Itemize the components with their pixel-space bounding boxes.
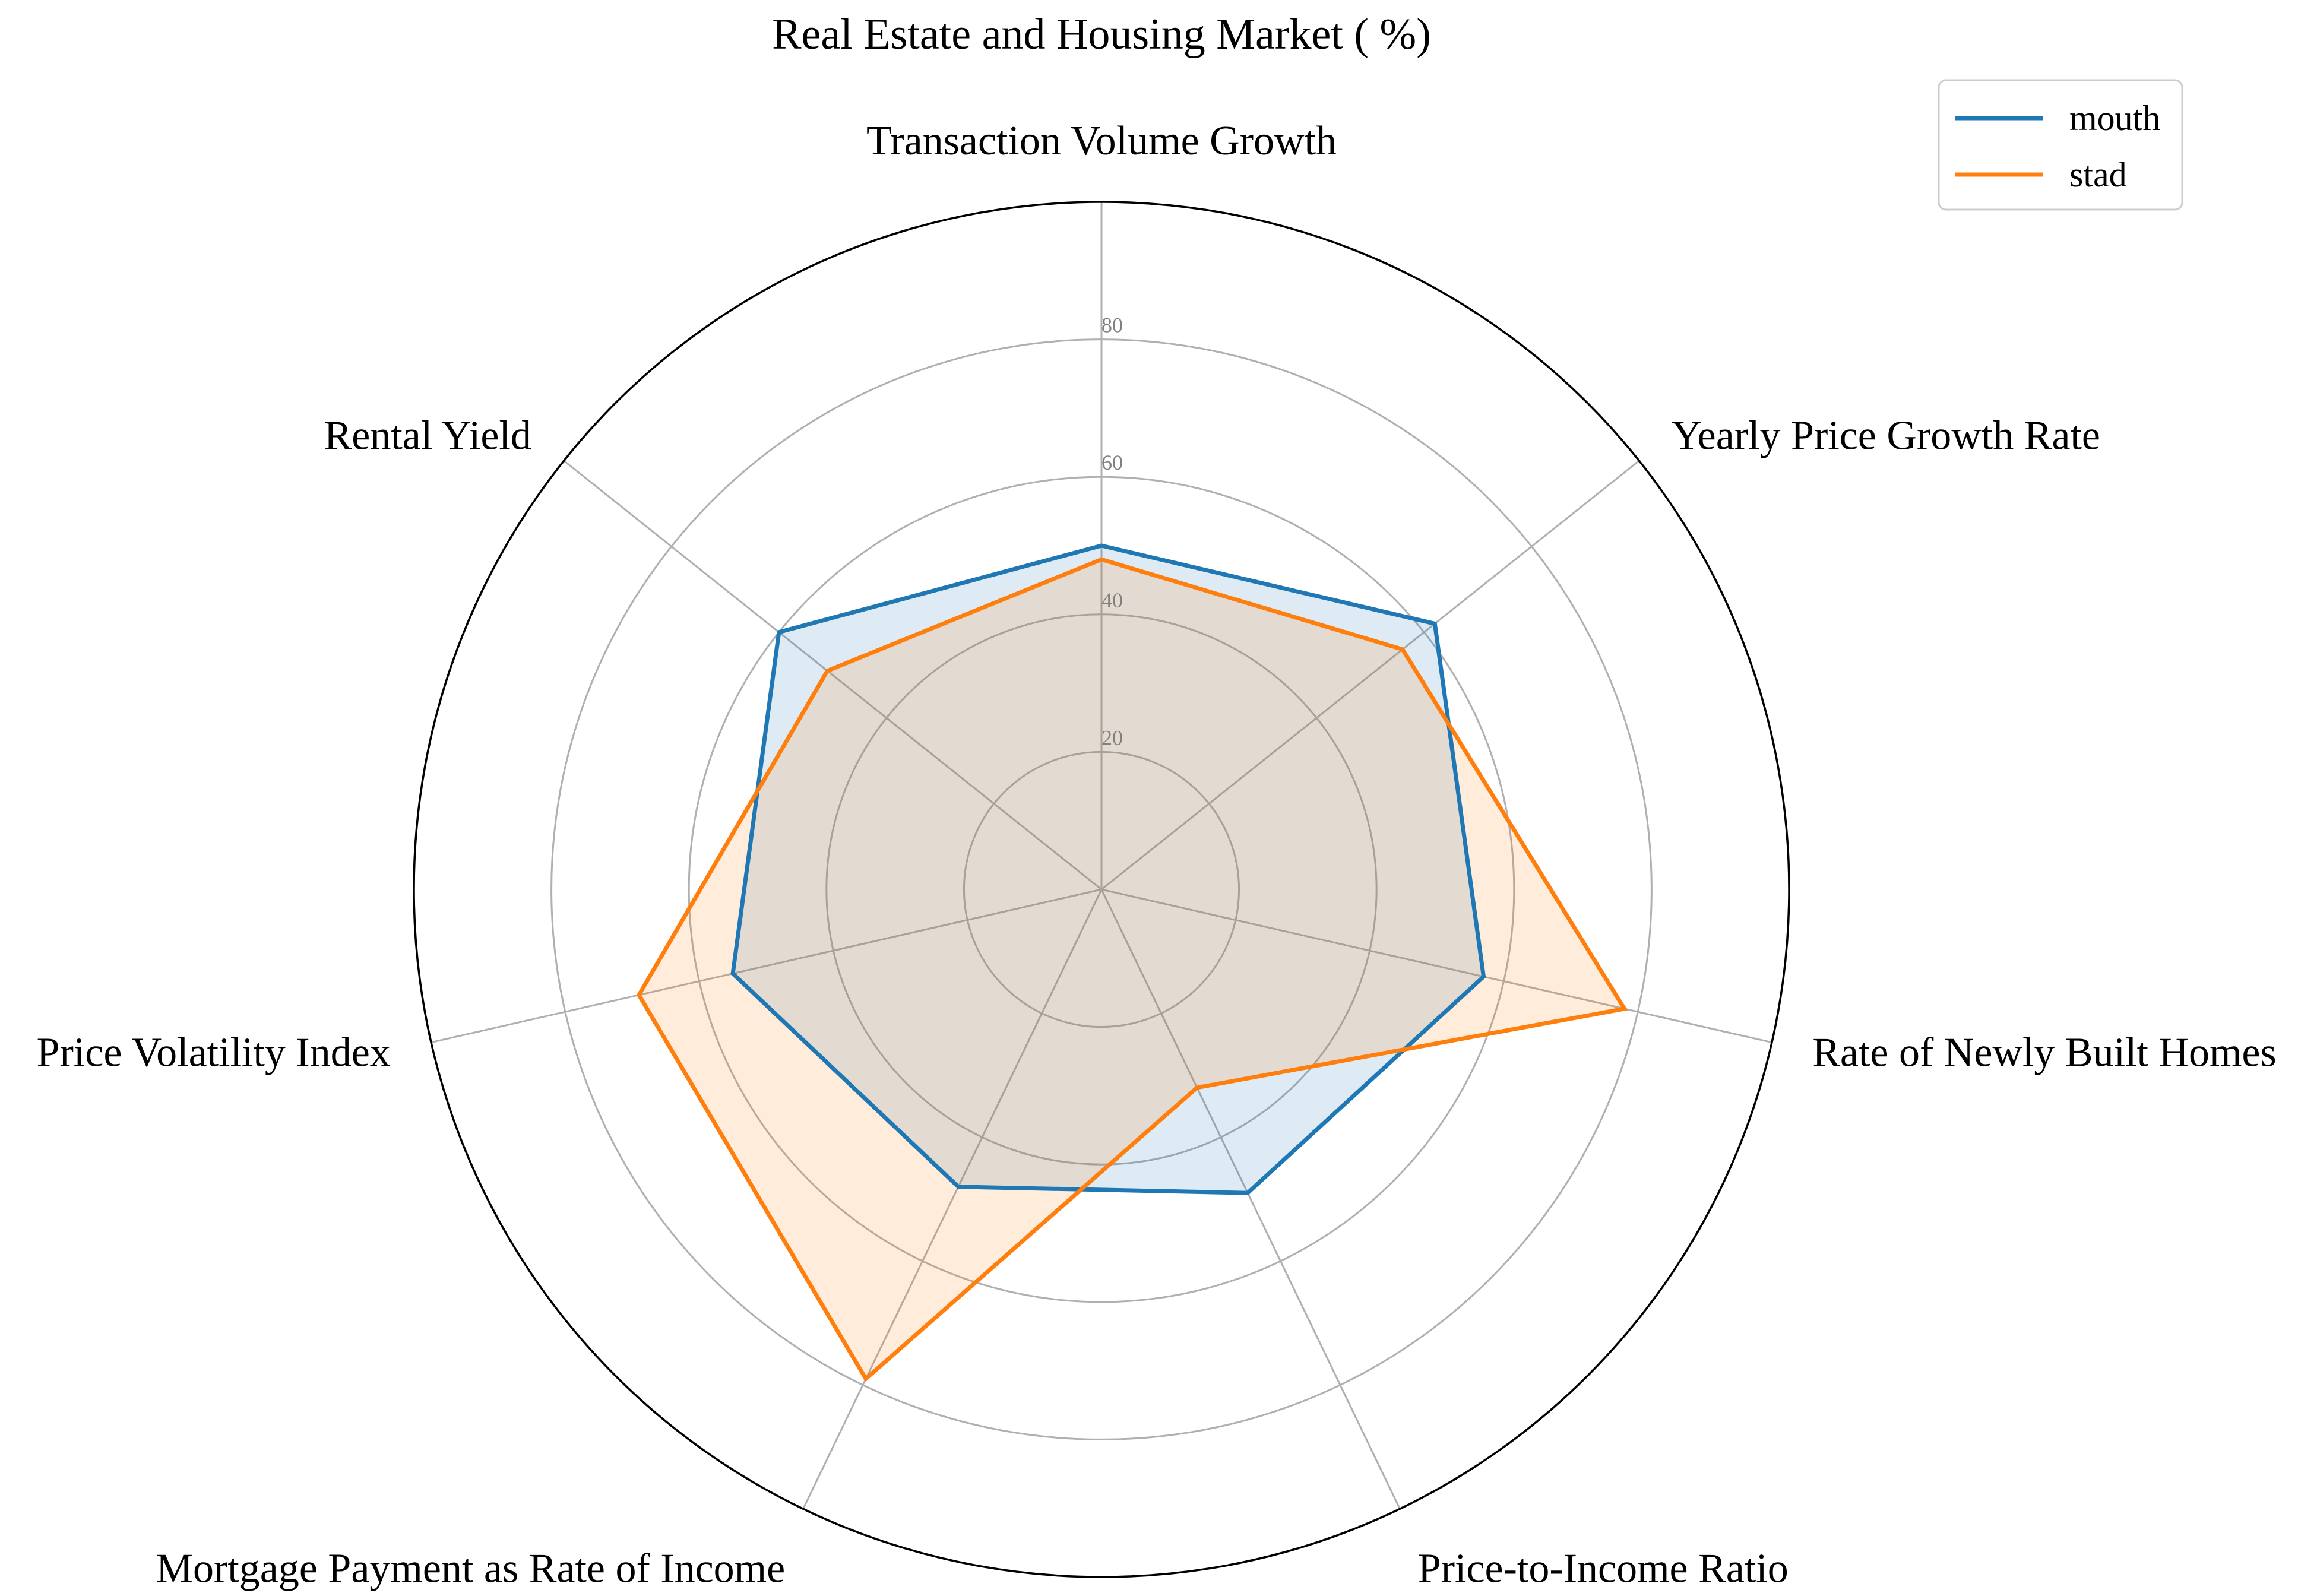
category-label-5: Price Volatility Index [37,1030,391,1075]
spoke-2 [1101,888,1772,1044]
series-line-mouth [730,543,1486,1195]
category-label-6: Rental Yield [324,413,531,458]
radial-tick-labels: 20 40 60 80 [1101,314,1123,750]
spoke-5 [431,888,1102,1044]
radial-tick-label-20: 20 [1101,726,1123,749]
category-label-1: Yearly Price Growth Rate [1672,413,2100,458]
series-layer [636,543,1628,1382]
spoke-6 [563,460,1102,891]
chart-title: Real Estate and Housing Market ( %) [772,10,1431,59]
series-fill-stad [639,559,1625,1379]
category-label-4: Mortgage Payment as Rate of Income [156,1546,785,1591]
radial-grid [413,201,1790,1578]
legend-label-stad: stad [2069,155,2127,194]
category-label-2: Rate of Newly Built Homes [1812,1030,2277,1075]
spoke-1 [1101,460,1640,891]
category-label-0: Transaction Volume Growth [866,118,1337,164]
spoke-4 [802,889,1103,1509]
legend-box [1938,79,2183,211]
outer-frame [413,201,1790,1578]
radial-tick-label-40: 40 [1101,588,1123,612]
spoke-3 [1100,889,1401,1509]
series-line-stad [636,557,1628,1382]
category-label-3: Price-to-Income Ratio [1418,1546,1789,1591]
radial-tick-label-80: 80 [1101,314,1123,337]
category-labels: Transaction Volume Growth Yearly Price Gr… [37,118,2277,1591]
radial-tick-label-60: 60 [1101,451,1123,474]
legend: mouth stad [1938,79,2183,211]
legend-label-mouth: mouth [2069,99,2160,138]
series-fill-mouth [733,546,1484,1193]
